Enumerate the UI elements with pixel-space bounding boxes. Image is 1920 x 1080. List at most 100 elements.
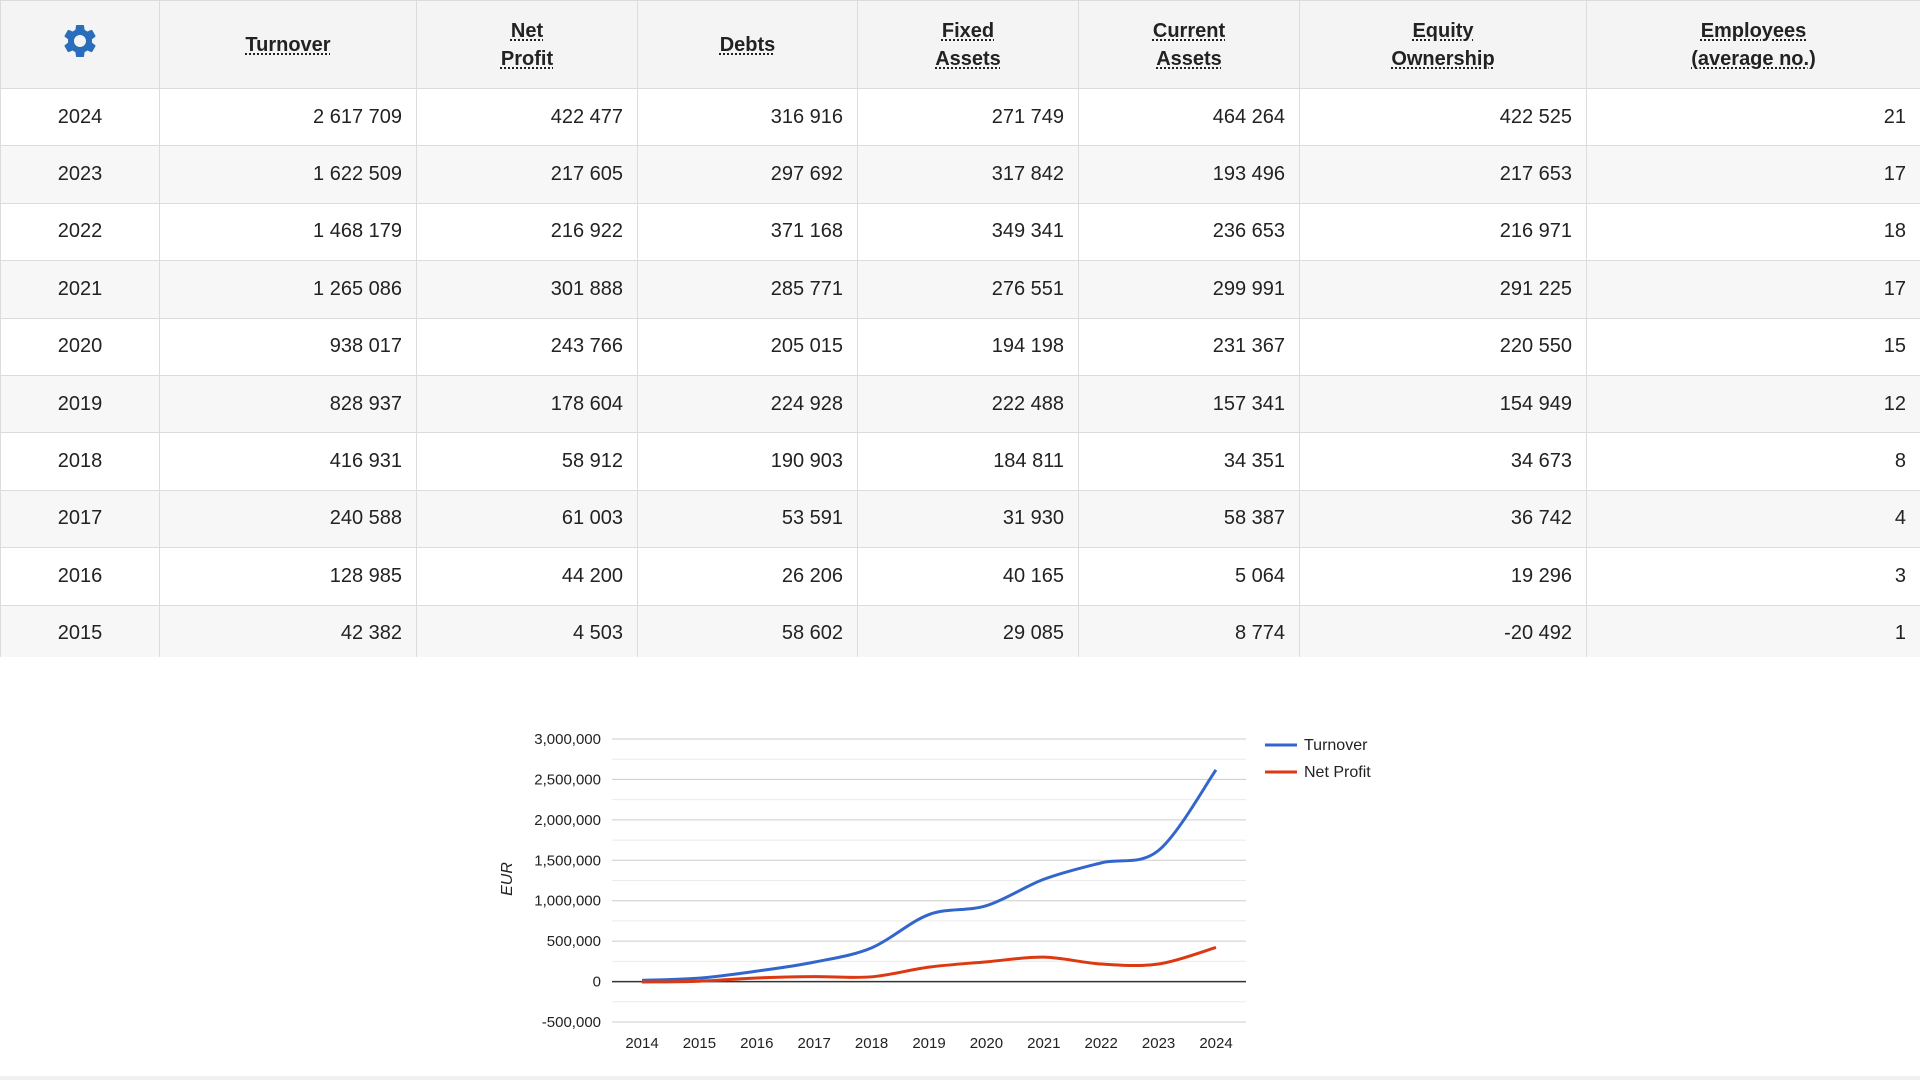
x-tick-label: 2020 xyxy=(970,1035,1003,1052)
y-tick-label: 2,500,000 xyxy=(534,771,601,788)
cell-year: 2015 xyxy=(0,604,160,663)
cell-employees: 12 xyxy=(1586,374,1920,434)
cell-current-assets: 5 064 xyxy=(1078,547,1300,606)
cell-fixed-assets: 184 811 xyxy=(857,432,1079,491)
cell-current-assets: 464 264 xyxy=(1078,87,1300,147)
cell-employees: 21 xyxy=(1586,87,1920,147)
cell-turnover: 828 937 xyxy=(159,374,417,434)
column-header-turnover[interactable]: Turnover xyxy=(159,0,417,89)
cell-turnover: 1 265 086 xyxy=(159,260,417,319)
cell-turnover: 42 382 xyxy=(159,604,417,663)
x-tick-label: 2016 xyxy=(740,1035,773,1052)
cell-current-assets: 157 341 xyxy=(1078,374,1300,434)
chart-legend: Turnover Net Profit xyxy=(1265,737,1371,781)
column-header-employees[interactable]: Employees (average no.) xyxy=(1586,0,1920,89)
legend-label[interactable]: Net Profit xyxy=(1304,764,1371,781)
cell-equity: 217 653 xyxy=(1299,145,1587,204)
column-header-label[interactable]: Assets xyxy=(935,47,1001,70)
cell-current-assets: 34 351 xyxy=(1078,432,1300,491)
series-line-turnover xyxy=(641,769,1218,982)
cell-equity: 19 296 xyxy=(1299,547,1587,606)
column-header-current-assets[interactable]: Current Assets xyxy=(1078,0,1300,89)
cell-debts: 297 692 xyxy=(637,145,858,204)
gear-icon[interactable] xyxy=(60,21,100,61)
cell-current-assets: 299 991 xyxy=(1078,260,1300,319)
cell-year: 2024 xyxy=(0,87,160,147)
cell-turnover: 240 588 xyxy=(159,489,417,549)
x-tick-label: 2019 xyxy=(912,1035,945,1052)
column-header-label[interactable]: Ownership xyxy=(1391,47,1495,70)
cell-fixed-assets: 271 749 xyxy=(857,87,1079,147)
x-axis-ticks: 2014 2015 2016 2017 2018 2019 2020 2021 2022 2023… xyxy=(625,1035,1232,1052)
column-header-label[interactable]: Equity xyxy=(1412,19,1474,42)
cell-current-assets: 58 387 xyxy=(1078,489,1300,549)
cell-employees: 4 xyxy=(1586,489,1920,549)
cell-fixed-assets: 40 165 xyxy=(857,547,1079,606)
cell-turnover: 938 017 xyxy=(159,317,417,376)
cell-turnover: 128 985 xyxy=(159,547,417,606)
x-tick-label: 2015 xyxy=(683,1035,716,1052)
line-chart: -500,000 0 500,000 1,000,000 1,500,000 2,000,… xyxy=(499,731,1371,1052)
column-header-label[interactable]: Turnover xyxy=(245,33,331,56)
table-row: 2018 416 931 58 912 190 903 184 811 34 351 34 … xyxy=(0,432,1920,491)
cell-turnover: 416 931 xyxy=(159,432,417,491)
cell-year: 2020 xyxy=(0,317,160,376)
column-header-label[interactable]: Current xyxy=(1152,19,1226,42)
table-row: 2022 1 468 179 216 922 371 168 349 341 236 65… xyxy=(0,202,1920,262)
column-header-label[interactable]: (average no.) xyxy=(1691,47,1816,70)
cell-year: 2018 xyxy=(0,432,160,491)
cell-debts: 224 928 xyxy=(637,374,858,434)
cell-fixed-assets: 276 551 xyxy=(857,260,1079,319)
column-header-equity[interactable]: Equity Ownership xyxy=(1299,0,1587,89)
cell-employees: 17 xyxy=(1586,145,1920,204)
cell-current-assets: 231 367 xyxy=(1078,317,1300,376)
y-tick-label: -500,000 xyxy=(542,1014,601,1031)
bottom-strip xyxy=(0,1076,1920,1080)
cell-year: 2017 xyxy=(0,489,160,549)
table-row: 2019 828 937 178 604 224 928 222 488 157 341 1… xyxy=(0,374,1920,434)
legend-label[interactable]: Turnover xyxy=(1304,737,1368,754)
cell-employees: 18 xyxy=(1586,202,1920,262)
cell-equity: -20 492 xyxy=(1299,604,1587,663)
chart-area: -500,000 0 500,000 1,000,000 1,500,000 2,000,… xyxy=(0,657,1920,1080)
cell-debts: 190 903 xyxy=(637,432,858,491)
y-axis-label: EUR xyxy=(499,862,516,896)
cell-net-profit: 216 922 xyxy=(416,202,638,262)
column-header-label[interactable]: Employees xyxy=(1700,19,1807,42)
y-tick-label: 1,500,000 xyxy=(534,852,601,869)
column-header-net-profit[interactable]: Net Profit xyxy=(416,0,638,89)
column-header-label[interactable]: Debts xyxy=(719,33,776,56)
cell-current-assets: 236 653 xyxy=(1078,202,1300,262)
column-header-debts[interactable]: Debts xyxy=(637,0,858,89)
column-header-fixed-assets[interactable]: Fixed Assets xyxy=(857,0,1079,89)
column-header-label[interactable]: Profit xyxy=(500,47,554,70)
table-row: 2024 2 617 709 422 477 316 916 271 749 464 26… xyxy=(0,87,1920,147)
cell-debts: 316 916 xyxy=(637,87,858,147)
table-header-row: Turnover Net Profit Debts Fixed Assets Current… xyxy=(0,0,1920,89)
financial-table: Turnover Net Profit Debts Fixed Assets Current… xyxy=(0,0,1920,663)
cell-fixed-assets: 349 341 xyxy=(857,202,1079,262)
cell-employees: 1 xyxy=(1586,604,1920,663)
cell-year: 2021 xyxy=(0,260,160,319)
y-tick-label: 0 xyxy=(593,974,601,991)
table-row: 2020 938 017 243 766 205 015 194 198 231 367 2… xyxy=(0,317,1920,376)
column-header-label[interactable]: Assets xyxy=(1156,47,1222,70)
cell-net-profit: 58 912 xyxy=(416,432,638,491)
cell-net-profit: 44 200 xyxy=(416,547,638,606)
cell-equity: 216 971 xyxy=(1299,202,1587,262)
x-tick-label: 2023 xyxy=(1142,1035,1175,1052)
y-tick-label: 2,000,000 xyxy=(534,812,601,829)
cell-year: 2016 xyxy=(0,547,160,606)
table-row: 2016 128 985 44 200 26 206 40 165 5 064 19 296… xyxy=(0,547,1920,606)
cell-net-profit: 301 888 xyxy=(416,260,638,319)
column-header-label[interactable]: Fixed xyxy=(941,19,995,42)
cell-debts: 371 168 xyxy=(637,202,858,262)
table-row: 2015 42 382 4 503 58 602 29 085 8 774 -20 492 1 xyxy=(0,604,1920,663)
column-header-label[interactable]: Net xyxy=(510,19,544,42)
y-tick-label: 3,000,000 xyxy=(534,731,601,748)
x-tick-label: 2018 xyxy=(855,1035,888,1052)
y-tick-label: 1,000,000 xyxy=(534,893,601,910)
cell-turnover: 2 617 709 xyxy=(159,87,417,147)
cell-net-profit: 217 605 xyxy=(416,145,638,204)
